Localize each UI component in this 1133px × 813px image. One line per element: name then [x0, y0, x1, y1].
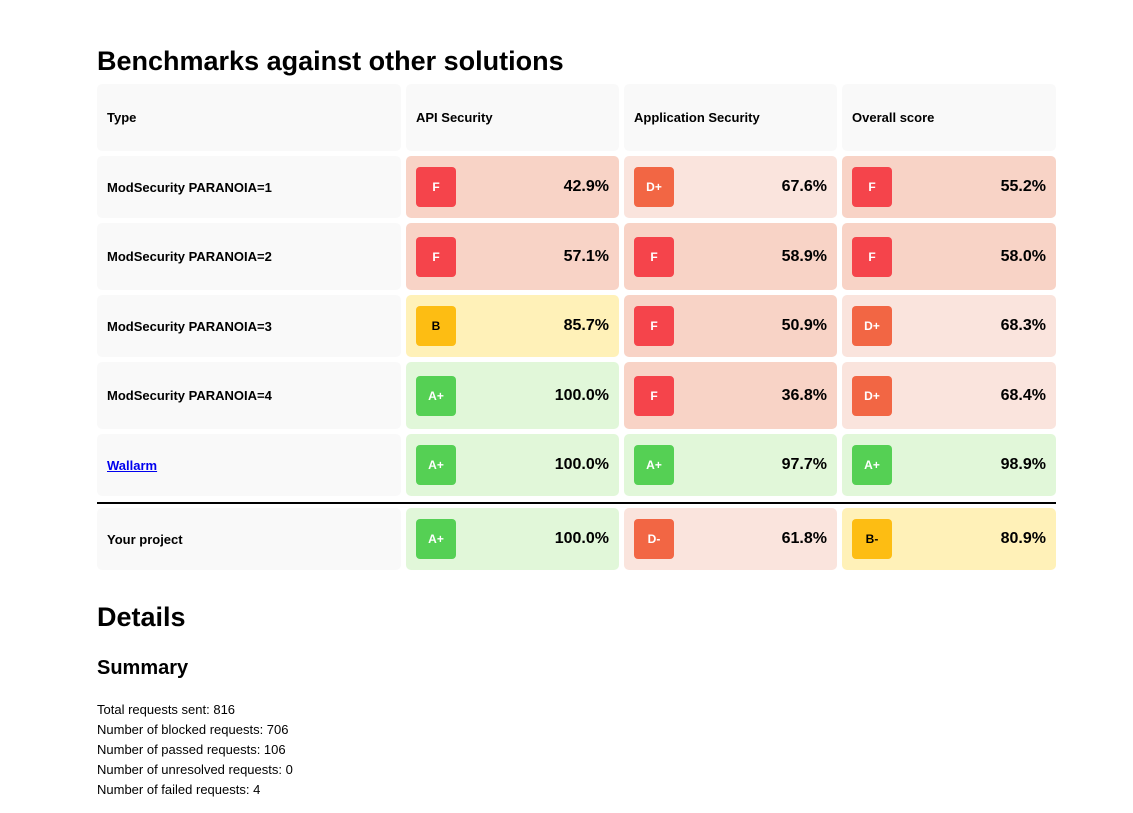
score-percentage: 42.9%: [563, 178, 609, 195]
grade-badge: F: [416, 236, 456, 277]
api-score-cell: A+ 100.0%: [406, 434, 619, 496]
score-percentage: 100.0%: [554, 386, 609, 404]
grade-badge: D+: [634, 167, 674, 207]
grade-badge: B-: [852, 519, 892, 559]
wallarm-link[interactable]: Wallarm: [107, 457, 158, 473]
score-percentage: 67.6%: [781, 178, 827, 195]
score-percentage: 100.0%: [554, 530, 609, 547]
table-row: ModSecurity PARANOIA=4 A+ 100.0% F 36.8% D+ 68…: [97, 362, 1056, 429]
header-overall-score: Overall score: [842, 84, 1056, 151]
score-percentage: 57.1%: [563, 247, 609, 265]
score-percentage: 98.9%: [1000, 456, 1046, 473]
score-percentage: 100.0%: [554, 456, 609, 473]
table-row: ModSecurity PARANOIA=1 F 42.9% D+ 67.6% F 55.2…: [97, 156, 1056, 218]
grade-badge: A+: [416, 445, 456, 485]
api-score-cell: F 42.9%: [406, 156, 619, 218]
app-score-cell: A+ 97.7%: [624, 434, 837, 496]
score-percentage: 68.4%: [1000, 386, 1046, 404]
grade-badge: F: [852, 167, 892, 207]
grade-badge: A+: [416, 375, 456, 416]
table-row: ModSecurity PARANOIA=3 B 85.7% F 50.9% D+ 68.3…: [97, 295, 1056, 357]
summary-line: Total requests sent: 816: [97, 702, 236, 717]
overall-score-cell: A+ 98.9%: [842, 434, 1056, 496]
app-score-cell: F 58.9%: [624, 223, 837, 290]
api-score-cell: A+ 100.0%: [406, 508, 619, 570]
summary-line: Number of failed requests: 4: [97, 782, 261, 797]
details-heading: Details: [97, 602, 186, 632]
grade-badge: F: [852, 236, 892, 277]
row-type-label: ModSecurity PARANOIA=2: [97, 223, 401, 290]
grade-badge: F: [634, 236, 674, 277]
api-score-cell: B 85.7%: [406, 295, 619, 357]
score-percentage: 80.9%: [1000, 530, 1046, 547]
app-score-cell: F 50.9%: [624, 295, 837, 357]
overall-score-cell: D+ 68.3%: [842, 295, 1056, 357]
score-percentage: 58.0%: [1000, 247, 1046, 265]
grade-badge: D-: [634, 519, 674, 559]
page-title: Benchmarks against other solutions: [97, 46, 564, 76]
grade-badge: F: [634, 375, 674, 416]
score-percentage: 58.9%: [781, 247, 827, 265]
score-percentage: 61.8%: [781, 530, 827, 547]
header-type: Type: [97, 84, 401, 151]
overall-score-cell: D+ 68.4%: [842, 362, 1056, 429]
grade-badge: A+: [416, 519, 456, 559]
summary-line: Number of unresolved requests: 0: [97, 762, 293, 777]
grade-badge: D+: [852, 375, 892, 416]
score-percentage: 68.3%: [1000, 317, 1046, 334]
benchmark-table: Type API Security Application Security O…: [97, 84, 1056, 570]
table-row: ModSecurity PARANOIA=2 F 57.1% F 58.9% F 58.0%: [97, 223, 1056, 290]
table-header-row: Type API Security Application Security O…: [97, 84, 1056, 151]
project-row: Your project A+ 100.0% D- 61.8% B- 80.9%: [97, 508, 1056, 570]
grade-badge: F: [416, 167, 456, 207]
grade-badge: F: [634, 306, 674, 346]
table-separator: [97, 502, 1056, 504]
score-percentage: 36.8%: [781, 386, 827, 404]
score-percentage: 85.7%: [563, 317, 609, 334]
app-score-cell: D- 61.8%: [624, 508, 837, 570]
row-type-label[interactable]: Wallarm: [97, 434, 401, 496]
row-type-label: ModSecurity PARANOIA=4: [97, 362, 401, 429]
summary-line: Number of passed requests: 106: [97, 742, 286, 757]
header-application-security: Application Security: [624, 84, 837, 151]
grade-badge: A+: [852, 445, 892, 485]
grade-badge: B: [416, 306, 456, 346]
api-score-cell: F 57.1%: [406, 223, 619, 290]
overall-score-cell: F 55.2%: [842, 156, 1056, 218]
api-score-cell: A+ 100.0%: [406, 362, 619, 429]
row-type-label: ModSecurity PARANOIA=3: [97, 295, 401, 357]
grade-badge: A+: [634, 445, 674, 485]
overall-score-cell: F 58.0%: [842, 223, 1056, 290]
summary-line: Number of blocked requests: 706: [97, 722, 289, 737]
app-score-cell: F 36.8%: [624, 362, 837, 429]
grade-badge: D+: [852, 306, 892, 346]
summary-list: Total requests sent: 816 Number of blocke…: [97, 700, 293, 800]
table-row: Wallarm A+ 100.0% A+ 97.7% A+ 98.9%: [97, 434, 1056, 496]
header-api-security: API Security: [406, 84, 619, 151]
score-percentage: 50.9%: [781, 317, 827, 334]
overall-score-cell: B- 80.9%: [842, 508, 1056, 570]
row-type-label: ModSecurity PARANOIA=1: [97, 156, 401, 218]
app-score-cell: D+ 67.6%: [624, 156, 837, 218]
score-percentage: 97.7%: [781, 456, 827, 473]
score-percentage: 55.2%: [1000, 178, 1046, 195]
row-type-label: Your project: [97, 508, 401, 570]
summary-heading: Summary: [97, 657, 189, 679]
